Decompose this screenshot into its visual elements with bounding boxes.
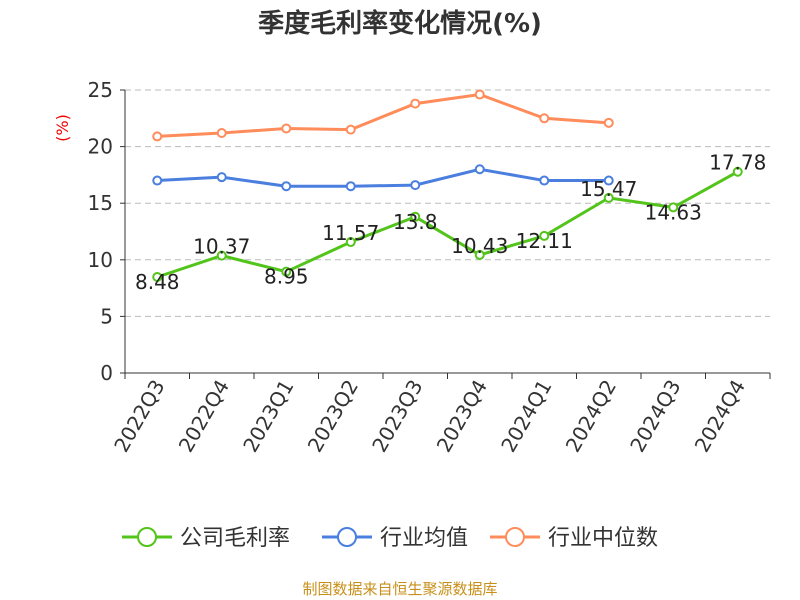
y-tick-label: 10 — [88, 248, 113, 272]
y-tick-label: 25 — [88, 78, 113, 102]
data-point[interactable] — [216, 128, 227, 139]
data-point[interactable] — [474, 89, 485, 100]
legend-item[interactable]: 行业中位数 — [490, 526, 658, 551]
legend-marker-icon — [505, 527, 525, 547]
y-tick-label: 5 — [100, 304, 113, 328]
data-label: 13.8 — [393, 210, 438, 234]
y-tick-label: 20 — [88, 135, 113, 159]
data-point[interactable] — [603, 175, 614, 186]
data-label: 8.95 — [264, 265, 309, 289]
y-tick-label: 15 — [88, 191, 113, 215]
y-tick-label: 0 — [100, 361, 113, 385]
data-point[interactable] — [539, 175, 550, 186]
data-point[interactable] — [345, 124, 356, 135]
source-note: 制图数据来自恒生聚源数据库 — [302, 580, 497, 598]
x-tick-label: 2022Q4 — [174, 376, 234, 457]
x-tick-label: 2023Q4 — [432, 376, 492, 457]
data-point[interactable] — [152, 175, 163, 186]
data-point[interactable] — [281, 181, 292, 192]
chart-title: 季度毛利率变化情况(%) — [258, 8, 542, 39]
data-point[interactable] — [410, 180, 421, 191]
data-label: 10.37 — [193, 235, 250, 259]
x-tick-label: 2023Q2 — [303, 376, 363, 457]
legend-item[interactable]: 行业均值 — [322, 526, 468, 551]
data-label: 10.43 — [451, 234, 508, 258]
data-point[interactable] — [539, 113, 550, 124]
x-tick-label: 2023Q1 — [238, 376, 298, 457]
data-label: 15.47 — [580, 177, 637, 201]
data-label: 12.11 — [516, 229, 573, 253]
data-point[interactable] — [345, 181, 356, 192]
x-tick-label: 2024Q3 — [625, 376, 685, 457]
data-label: 17.78 — [709, 151, 766, 175]
data-point[interactable] — [281, 266, 292, 277]
legend-item[interactable]: 公司毛利率 — [122, 526, 290, 551]
data-point[interactable] — [474, 249, 485, 260]
series-line — [157, 167, 609, 188]
data-point[interactable] — [152, 272, 163, 283]
x-tick-label: 2022Q3 — [109, 376, 169, 457]
x-tick-label: 2024Q4 — [690, 376, 750, 457]
data-point[interactable] — [539, 230, 550, 241]
x-tick-label: 2023Q3 — [367, 376, 427, 457]
data-point[interactable] — [410, 211, 421, 222]
data-label: 11.57 — [322, 221, 379, 245]
data-label: 14.63 — [645, 200, 702, 224]
y-axis-label: (%) — [53, 114, 72, 142]
series-line — [156, 170, 739, 279]
legend-marker-icon — [137, 527, 157, 547]
data-point[interactable] — [732, 166, 743, 177]
data-point[interactable] — [216, 250, 227, 261]
data-point[interactable] — [345, 237, 356, 248]
x-tick-label: 2024Q2 — [561, 376, 621, 457]
data-point[interactable] — [603, 117, 614, 128]
legend-label: 行业均值 — [380, 526, 468, 551]
data-label: 8.48 — [135, 270, 180, 294]
legend-marker-icon — [337, 527, 357, 547]
data-point[interactable] — [410, 98, 421, 109]
data-point[interactable] — [603, 192, 614, 203]
x-tick-label: 2024Q1 — [496, 376, 556, 457]
data-point[interactable] — [281, 123, 292, 134]
data-point[interactable] — [152, 131, 163, 142]
legend-label: 公司毛利率 — [180, 526, 290, 551]
data-point[interactable] — [216, 172, 227, 183]
series-line — [157, 92, 609, 138]
legend-label: 行业中位数 — [548, 526, 658, 551]
data-point[interactable] — [474, 164, 485, 175]
data-point[interactable] — [668, 202, 679, 213]
